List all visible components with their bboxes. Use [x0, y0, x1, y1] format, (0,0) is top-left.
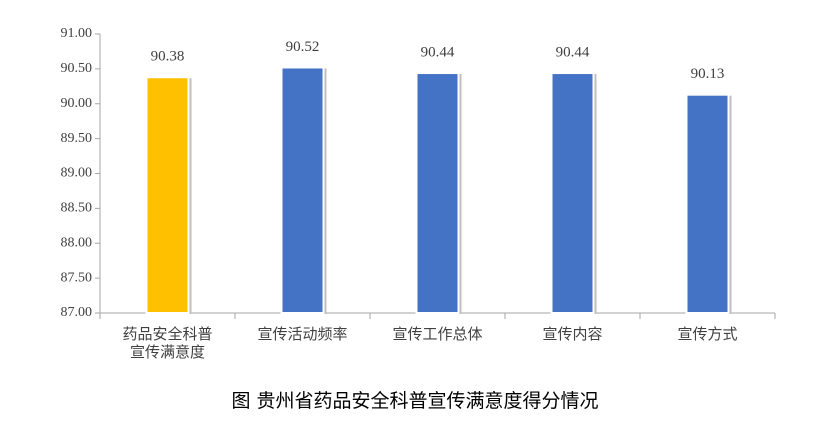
- x-tick-label: 宣传活动频率: [257, 325, 348, 343]
- value-label: 90.38: [151, 49, 185, 65]
- value-label: 90.52: [286, 39, 320, 55]
- y-tick-label: 90.00: [61, 96, 93, 111]
- x-tick-label: 宣传工作总体: [392, 325, 483, 343]
- y-tick-label: 91.00: [61, 26, 93, 41]
- y-tick-label: 89.00: [61, 166, 93, 181]
- bar: [415, 72, 460, 314]
- bar: [685, 93, 730, 315]
- y-tick-label: 88.50: [61, 201, 93, 216]
- chart-title: 图 贵州省药品安全科普宣传满意度得分情况: [231, 390, 599, 412]
- y-tick-label: 89.50: [61, 131, 93, 146]
- y-tick-label: 87.00: [61, 305, 93, 320]
- bar: [550, 72, 595, 314]
- bar: [145, 76, 190, 315]
- y-tick-label: 88.00: [61, 235, 93, 250]
- bar: [280, 66, 325, 315]
- x-tick-label: 药品安全科普宣传满意度: [122, 325, 213, 361]
- value-label: 90.44: [556, 44, 590, 60]
- y-tick-label: 90.50: [61, 61, 93, 76]
- value-label: 90.44: [421, 44, 455, 60]
- x-tick-label: 宣传内容: [542, 325, 603, 343]
- y-tick-label: 87.50: [61, 270, 93, 285]
- x-tick-label: 宣传方式: [677, 325, 738, 343]
- value-label: 90.13: [691, 66, 725, 82]
